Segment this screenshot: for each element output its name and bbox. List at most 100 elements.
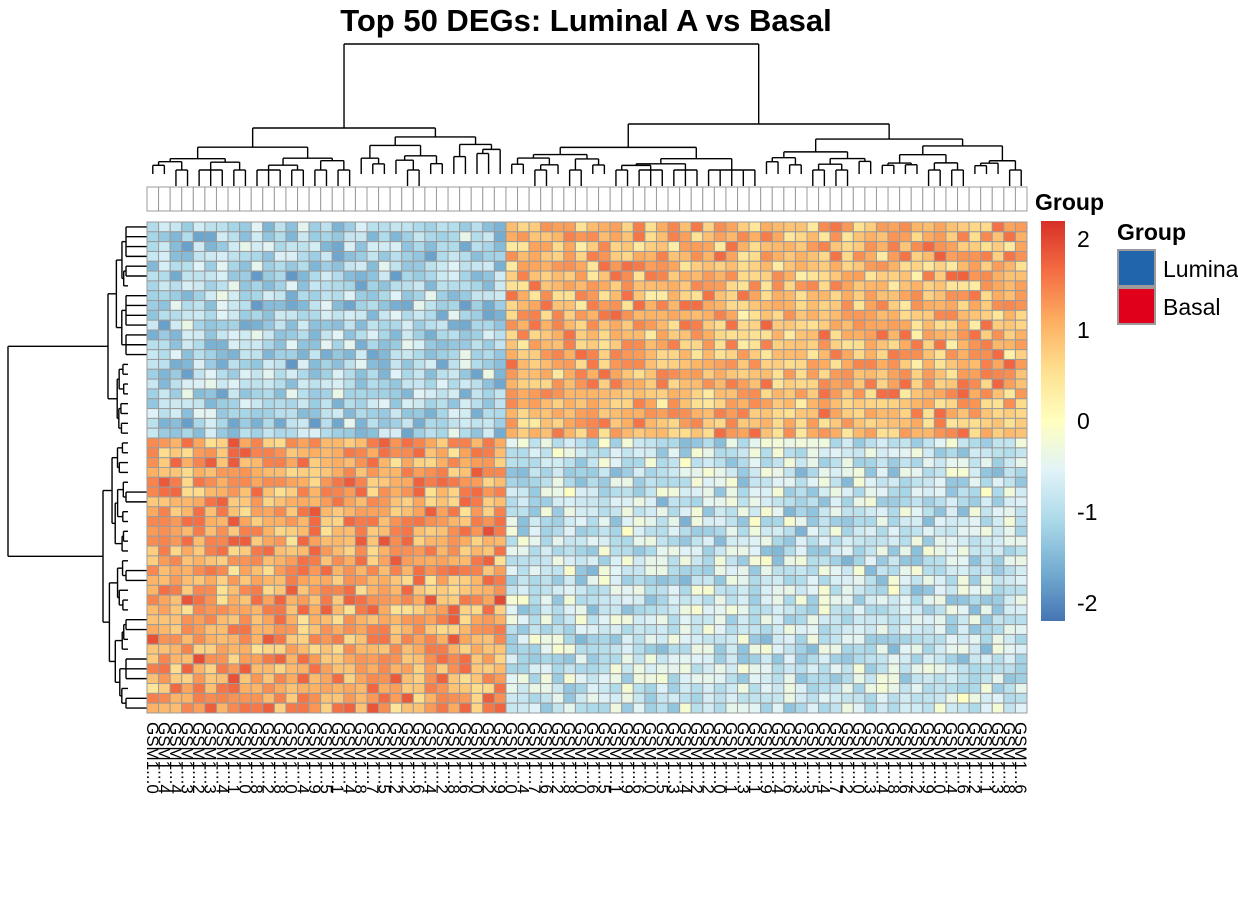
heatmap-cell bbox=[563, 250, 576, 262]
heatmap-cell bbox=[412, 624, 426, 635]
heatmap-cell bbox=[598, 653, 611, 665]
heatmap-cell bbox=[285, 584, 299, 596]
heatmap-cell bbox=[447, 358, 461, 370]
heatmap-cell bbox=[285, 339, 299, 351]
heatmap-cell bbox=[679, 417, 692, 429]
annotation-cell bbox=[401, 186, 414, 212]
heatmap-cell bbox=[632, 319, 646, 331]
heatmap-cell bbox=[899, 545, 912, 557]
heatmap-cell bbox=[239, 329, 252, 341]
column-label: GSM1...4 bbox=[872, 722, 891, 794]
heatmap-cell bbox=[655, 565, 669, 577]
heatmap-cell bbox=[354, 417, 368, 429]
heatmap-cell bbox=[667, 525, 681, 537]
heatmap-cell bbox=[655, 683, 669, 694]
heatmap-cell bbox=[551, 594, 565, 606]
heatmap-cell bbox=[1014, 358, 1028, 370]
heatmap-cell bbox=[146, 417, 160, 429]
heatmap-cell bbox=[609, 329, 623, 341]
heatmap-cell bbox=[540, 594, 553, 606]
heatmap-cell bbox=[563, 358, 576, 370]
heatmap-cell bbox=[308, 358, 322, 370]
column-label: GSM1...3 bbox=[733, 722, 752, 794]
heatmap-cell bbox=[482, 545, 495, 557]
column-label: GSM1...0 bbox=[467, 722, 486, 794]
heatmap-cell bbox=[771, 437, 785, 449]
heatmap-cell bbox=[389, 496, 403, 508]
heatmap-cell bbox=[760, 692, 773, 704]
annotation-cell bbox=[540, 186, 553, 212]
heatmap-cell bbox=[493, 535, 507, 547]
heatmap-cell bbox=[621, 241, 634, 252]
heatmap-cell bbox=[424, 329, 437, 341]
heatmap-cell bbox=[1014, 319, 1028, 331]
heatmap-cell bbox=[354, 692, 368, 704]
heatmap-cell bbox=[667, 535, 681, 547]
heatmap-cell bbox=[748, 535, 762, 547]
heatmap-cell bbox=[875, 417, 889, 429]
heatmap-cell bbox=[841, 300, 854, 311]
heatmap-cell bbox=[250, 290, 264, 302]
heatmap-cell bbox=[331, 633, 345, 645]
heatmap-cell bbox=[146, 368, 160, 380]
heatmap-cell bbox=[297, 604, 310, 616]
heatmap-cell bbox=[841, 584, 854, 596]
heatmap-cell bbox=[933, 358, 947, 370]
heatmap-cell bbox=[169, 329, 183, 341]
heatmap-cell bbox=[343, 604, 356, 616]
heatmap-cell bbox=[655, 250, 669, 262]
heatmap-cell bbox=[470, 300, 484, 311]
heatmap-cell bbox=[702, 427, 715, 439]
heatmap-cell bbox=[192, 417, 206, 429]
heatmap-cell bbox=[459, 388, 472, 400]
heatmap-cell bbox=[505, 241, 519, 252]
heatmap-cell bbox=[794, 388, 808, 400]
heatmap-cell bbox=[412, 535, 426, 547]
heatmap-cell bbox=[609, 545, 623, 557]
heatmap-cell bbox=[297, 280, 310, 292]
heatmap-cell bbox=[424, 692, 437, 704]
heatmap-cell bbox=[655, 457, 669, 468]
heatmap-cell bbox=[621, 300, 634, 311]
heatmap-cell bbox=[366, 329, 380, 341]
heatmap-cell bbox=[447, 349, 461, 360]
heatmap-cell bbox=[169, 692, 183, 704]
heatmap-cell bbox=[957, 535, 970, 547]
heatmap-cell bbox=[378, 594, 391, 606]
heatmap-cell bbox=[366, 339, 380, 351]
heatmap-cell bbox=[447, 575, 461, 586]
heatmap-cell bbox=[343, 692, 356, 704]
heatmap-cell bbox=[1014, 575, 1028, 586]
heatmap-cell bbox=[447, 702, 461, 714]
heatmap-cell bbox=[933, 702, 947, 714]
heatmap-cell bbox=[632, 241, 646, 252]
heatmap-cell bbox=[783, 614, 796, 626]
heatmap-cell bbox=[505, 290, 519, 302]
heatmap-cell bbox=[563, 594, 576, 606]
heatmap-cell bbox=[609, 241, 623, 252]
heatmap-cell bbox=[412, 633, 426, 645]
heatmap-cell bbox=[435, 309, 449, 321]
heatmap-cell bbox=[771, 506, 785, 518]
heatmap-cell bbox=[783, 280, 796, 292]
heatmap-cell bbox=[852, 368, 866, 380]
heatmap-cell bbox=[447, 378, 461, 390]
heatmap-cell bbox=[864, 358, 877, 370]
heatmap-cell bbox=[609, 437, 623, 449]
heatmap-cell bbox=[945, 260, 959, 272]
heatmap-cell bbox=[505, 575, 519, 586]
heatmap-cell bbox=[158, 692, 171, 704]
heatmap-cell bbox=[424, 300, 437, 311]
heatmap-cell bbox=[968, 339, 982, 351]
heatmap-cell bbox=[563, 516, 576, 527]
heatmap-cell bbox=[146, 349, 160, 360]
heatmap-cell bbox=[412, 447, 426, 459]
heatmap-cell bbox=[887, 624, 901, 635]
heatmap-cell bbox=[818, 358, 831, 370]
heatmap-cell bbox=[875, 368, 889, 380]
heatmap-cell bbox=[933, 309, 947, 321]
heatmap-cell bbox=[401, 535, 414, 547]
heatmap-cell bbox=[378, 427, 391, 439]
heatmap-cell bbox=[563, 241, 576, 252]
heatmap-cell bbox=[551, 437, 565, 449]
